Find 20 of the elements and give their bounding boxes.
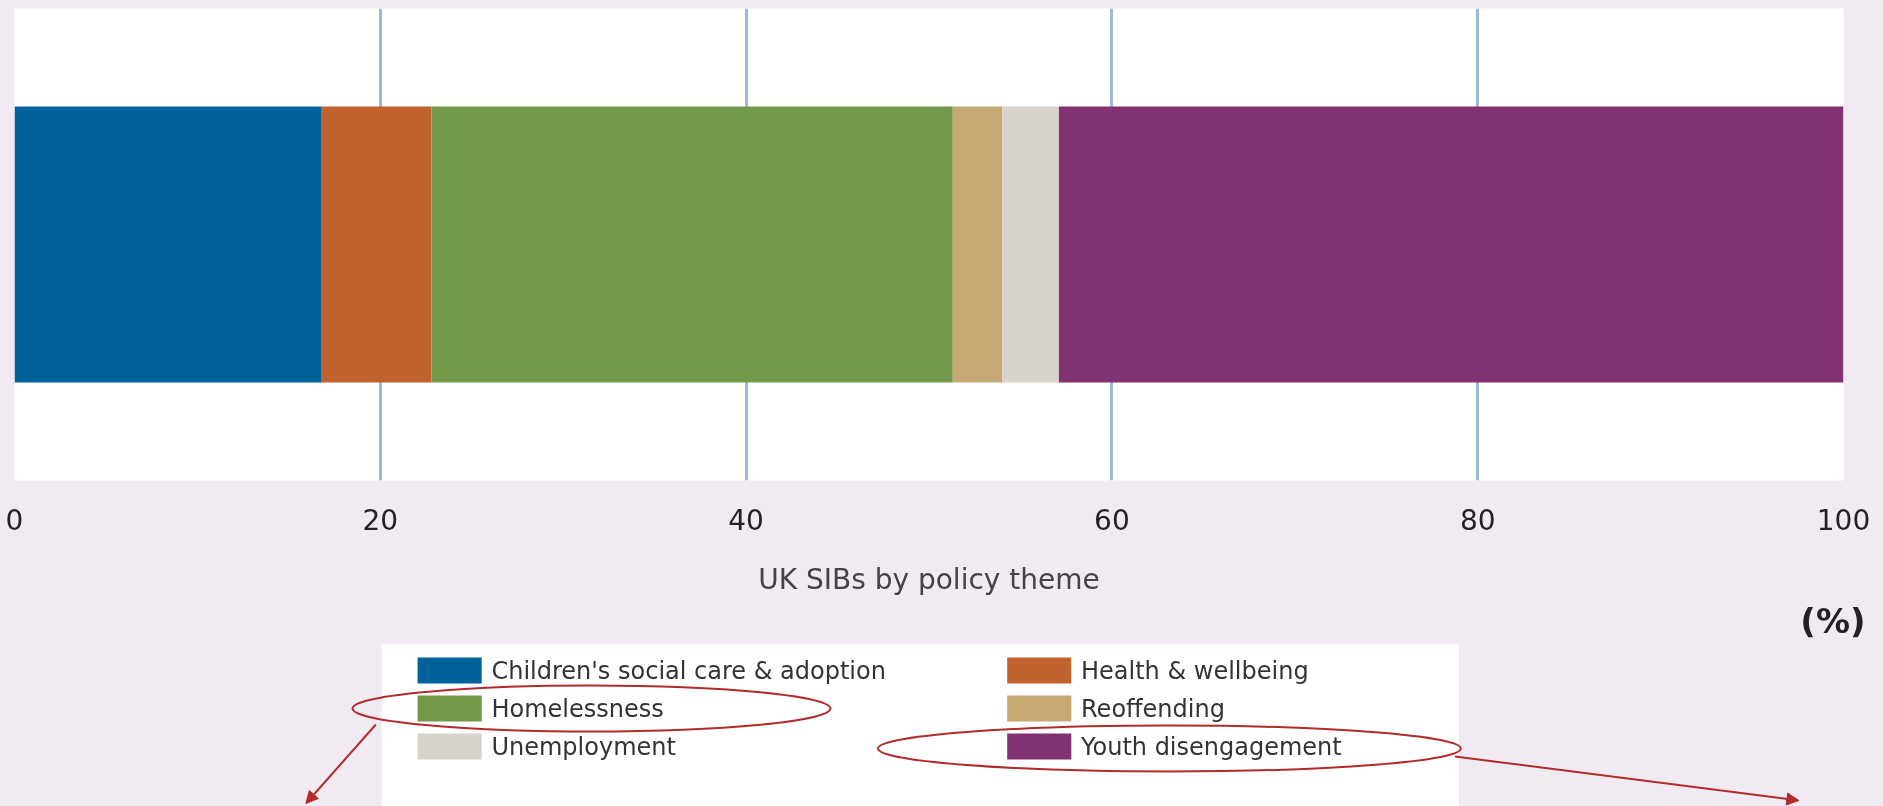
x-tick-label: 60 <box>1094 503 1130 537</box>
x-tick-label: 40 <box>728 503 764 537</box>
legend-label: Unemployment <box>491 732 676 761</box>
legend-label: Health & wellbeing <box>1081 656 1309 685</box>
x-tick-label: 20 <box>362 503 399 537</box>
bar <box>952 106 1003 383</box>
bar <box>1002 106 1059 383</box>
bar <box>1058 106 1844 383</box>
bar <box>321 106 432 383</box>
legend-label: Children's social care & adoption <box>491 656 886 685</box>
x-tick-label: 100 <box>1816 503 1871 537</box>
x-tick-label: 80 <box>1459 503 1496 537</box>
legend-label: Reoffending <box>1081 694 1225 723</box>
text: (%) <box>1800 600 1866 641</box>
legend-label: Homelessness <box>491 694 664 723</box>
x-axis-title: UK SIBs by policy theme <box>758 562 1100 596</box>
legend-label: Youth disengagement <box>1080 732 1342 761</box>
bar <box>14 106 322 383</box>
bar <box>431 106 953 383</box>
x-tick-label: 0 <box>5 503 24 537</box>
